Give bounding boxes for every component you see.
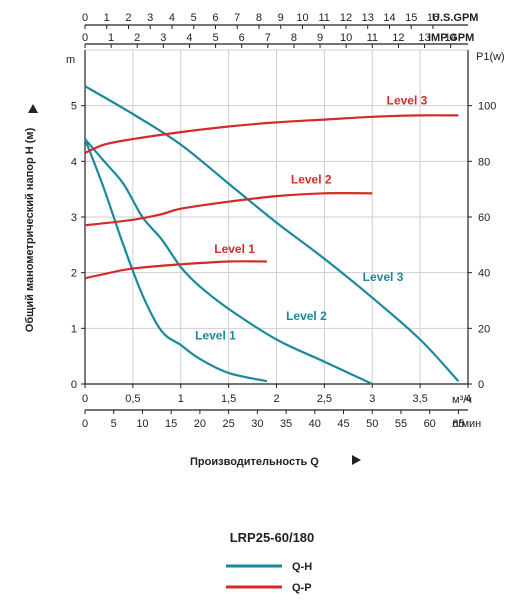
x-tick-label-m3h: 2: [273, 393, 279, 405]
x-tick-label-impgpm: 5: [213, 32, 219, 44]
legend-label-qp: Q-P: [292, 582, 312, 594]
x-tick-label-impgpm: 12: [392, 32, 404, 44]
y-axis-arrow-icon: [28, 104, 38, 113]
qh-curve-level-3: [84, 85, 460, 382]
x-tick-label-impgpm: 8: [291, 32, 297, 44]
legend-title: LRP25-60/180: [230, 530, 315, 545]
curves: [83, 85, 460, 385]
qh-label-level-1: Level 1: [195, 328, 236, 342]
x-tick-label-lmin: 55: [395, 418, 407, 430]
x-tick-label-impgpm: 2: [134, 32, 140, 44]
x-tick-label-usgpm: 16: [427, 12, 439, 24]
x-axis-label: Производительность Q: [190, 456, 319, 468]
y-tick-label-p1: 40: [478, 268, 490, 280]
left-unit-m: m: [66, 54, 75, 66]
x-tick-label-m3h: 0: [82, 393, 88, 405]
x-tick-label-usgpm: 9: [278, 12, 284, 24]
x-tick-label-usgpm: 2: [125, 12, 131, 24]
y-tick-label-m: 1: [71, 323, 77, 335]
x-tick-label-lmin: 25: [223, 418, 235, 430]
y-tick-label-m: 2: [71, 268, 77, 280]
x-tick-label-lmin: 65: [452, 418, 464, 430]
x-tick-label-m3h: 3: [369, 393, 375, 405]
plot-axes: [81, 24, 472, 414]
x-tick-label-lmin: 20: [194, 418, 206, 430]
x-tick-label-m3h: 4: [465, 393, 471, 405]
qh-label-level-2: Level 2: [286, 309, 327, 323]
curve-labels: Level 1 Level 2 Level 3 Level 1 Level 2 Level…: [195, 93, 428, 342]
x-tick-label-lmin: 45: [337, 418, 349, 430]
qh-curve-level-2: [84, 138, 373, 385]
x-tick-label-impgpm: 0: [82, 32, 88, 44]
x-tick-label-lmin: 50: [366, 418, 378, 430]
y-tick-label-m: 3: [71, 212, 77, 224]
x-tick-label-impgpm: 7: [265, 32, 271, 44]
x-tick-label-lmin: 15: [165, 418, 177, 430]
x-tick-label-impgpm: 3: [160, 32, 166, 44]
bottom-unit-m3h: м³/ч: [452, 394, 472, 406]
x-axis-arrow-icon: [352, 455, 361, 465]
x-tick-label-usgpm: 13: [362, 12, 374, 24]
x-tick-label-usgpm: 7: [234, 12, 240, 24]
qp-curve-level-1: [84, 260, 267, 280]
y-tick-label-m: 4: [71, 156, 77, 168]
qp-label-level-3: Level 3: [387, 93, 428, 107]
x-tick-label-m3h: 2,5: [317, 393, 332, 405]
qp-label-level-2: Level 2: [291, 173, 332, 187]
x-tick-label-usgpm: 0: [82, 12, 88, 24]
x-tick-label-impgpm: 14: [445, 32, 457, 44]
x-tick-label-m3h: 0,5: [125, 393, 140, 405]
legend: Q-H Q-P: [226, 561, 312, 594]
x-tick-label-lmin: 40: [309, 418, 321, 430]
x-tick-label-lmin: 35: [280, 418, 292, 430]
x-tick-label-usgpm: 14: [383, 12, 395, 24]
x-tick-label-m3h: 3,5: [412, 393, 427, 405]
x-tick-label-usgpm: 3: [147, 12, 153, 24]
y-tick-label-p1: 80: [478, 156, 490, 168]
x-tick-label-impgpm: 9: [317, 32, 323, 44]
x-tick-label-usgpm: 1: [104, 12, 110, 24]
right-unit-p1: P1(w): [476, 51, 505, 63]
x-tick-label-m3h: 1,5: [221, 393, 236, 405]
x-tick-label-usgpm: 12: [340, 12, 352, 24]
legend-label-qh: Q-H: [292, 561, 312, 573]
x-tick-label-lmin: 0: [82, 418, 88, 430]
x-tick-label-usgpm: 4: [169, 12, 175, 24]
qh-label-level-3: Level 3: [363, 270, 404, 284]
x-tick-label-lmin: 10: [136, 418, 148, 430]
x-tick-label-usgpm: 15: [405, 12, 417, 24]
y-tick-label-p1: 100: [478, 101, 496, 113]
x-tick-label-impgpm: 13: [418, 32, 430, 44]
x-tick-label-impgpm: 11: [367, 32, 378, 44]
top-unit-impgpm: IMP.GPM: [428, 32, 474, 44]
x-tick-label-usgpm: 8: [256, 12, 262, 24]
y-tick-label-p1: 0: [478, 379, 484, 391]
x-tick-label-usgpm: 6: [212, 12, 218, 24]
x-tick-label-impgpm: 4: [186, 32, 192, 44]
qp-curve-level-2: [84, 192, 373, 227]
y-tick-label-m: 5: [71, 101, 77, 113]
qp-label-level-1: Level 1: [214, 242, 255, 256]
x-tick-label-lmin: 30: [251, 418, 263, 430]
qp-curve-level-3: [84, 114, 459, 155]
y-tick-label-p1: 60: [478, 212, 490, 224]
x-tick-label-m3h: 1: [178, 393, 184, 405]
y-tick-label-m: 0: [71, 379, 77, 391]
x-tick-label-impgpm: 6: [239, 32, 245, 44]
tick-labels: 0 0,5 1 1,5 2 2,5 3 3,5 40 5 10 15 20 25 30 35 40 45 50 55 6…: [71, 12, 496, 430]
x-tick-label-usgpm: 11: [319, 12, 330, 24]
top-unit-usgpm: U.S.GPM: [432, 12, 478, 24]
x-tick-label-lmin: 5: [111, 418, 117, 430]
bottom-unit-lmin: л/мин: [452, 418, 481, 430]
y-tick-label-p1: 20: [478, 323, 490, 335]
x-tick-label-impgpm: 10: [340, 32, 352, 44]
qh-curve-level-1: [83, 138, 268, 383]
x-tick-label-usgpm: 5: [191, 12, 197, 24]
x-tick-label-lmin: 60: [424, 418, 436, 430]
x-tick-label-impgpm: 1: [108, 32, 114, 44]
x-tick-label-usgpm: 10: [296, 12, 308, 24]
y-axis-label: Общий манометрический напор H (м): [24, 127, 36, 332]
